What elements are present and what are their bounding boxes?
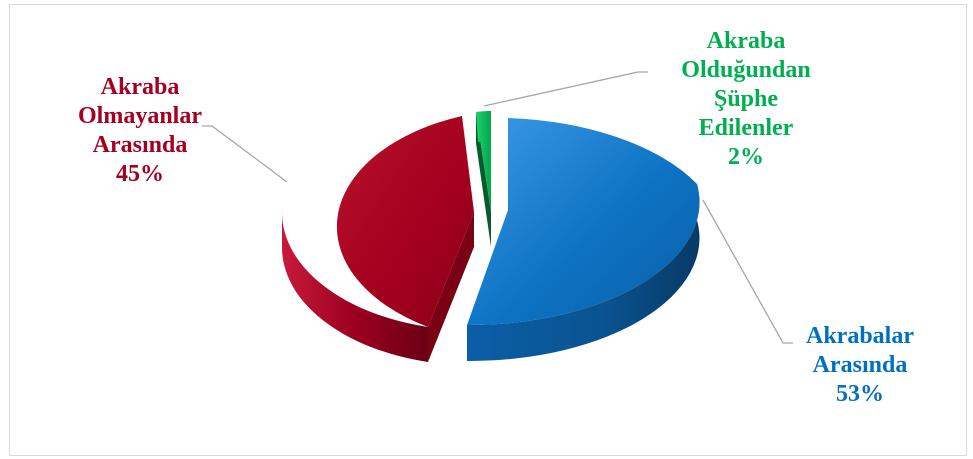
- chart-frame: [9, 4, 967, 456]
- label-line: Edilenler: [698, 115, 794, 141]
- leader-lines: [202, 71, 793, 344]
- leader-line-olmayanlar: [202, 125, 288, 183]
- label-line: Olduğundan: [681, 57, 811, 83]
- label-value: 45%: [116, 161, 164, 187]
- slice-side-olmayanlar: [282, 213, 428, 362]
- slice-group-suphe: [476, 111, 491, 247]
- slice-side-akrabalar: [467, 184, 700, 362]
- label-value: 2%: [728, 144, 764, 170]
- slice-suphe-face: [476, 111, 491, 142]
- label-line: Akraba: [706, 28, 786, 54]
- slice-side-suphe: [476, 112, 491, 247]
- data-label-suphe: Akraba Olduğundan Şüphe Edilenler 2%: [646, 27, 846, 172]
- leader-line-akrabalar: [702, 199, 793, 344]
- label-line: Şüphe: [713, 86, 779, 112]
- slice-group-olmayanlar: [282, 116, 474, 362]
- label-line: Arasında: [812, 352, 908, 378]
- slice-akrabalar: [467, 118, 700, 326]
- data-label-akrabalar: Akrabalar Arasında 53%: [760, 322, 960, 409]
- leader-line-suphe: [483, 71, 648, 107]
- label-line: Akraba: [100, 74, 180, 100]
- label-line: Olmayanlar: [78, 103, 202, 129]
- label-value: 53%: [836, 381, 884, 407]
- slice-group-akrabalar: [467, 118, 700, 362]
- data-label-olmayanlar: Akraba Olmayanlar Arasında 45%: [40, 73, 240, 189]
- label-line: Akrabalar: [806, 323, 914, 349]
- label-line: Arasında: [92, 132, 188, 158]
- slice-olmayanlar: [336, 116, 474, 327]
- slice-side-cut-olmayanlar: [428, 212, 474, 362]
